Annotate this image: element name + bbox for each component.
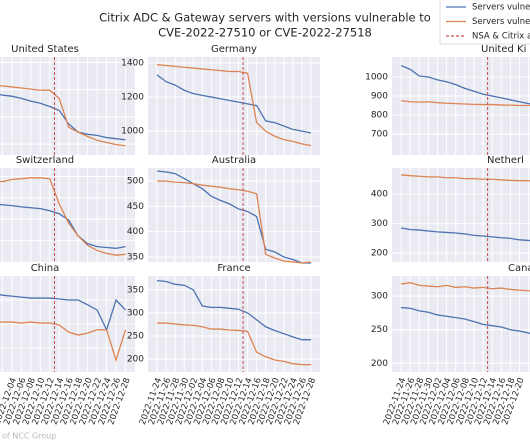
series-line (157, 322, 311, 366)
panel: 350 400 450 500 Australia (127, 155, 320, 264)
panel: 2002503002022-11-242022-11-262022-11-282… (371, 263, 530, 426)
series-line (0, 293, 127, 332)
y-tick-label: 700 (371, 130, 388, 140)
y-tick-label: 300 (371, 219, 388, 229)
panel-title: Cana (508, 263, 530, 274)
panel-title: China (31, 263, 60, 274)
plot-background (392, 276, 530, 372)
figure-title: Citrix ADC & Gateway servers with versio… (99, 11, 431, 25)
series-line (401, 174, 530, 182)
y-tick-label: 800 (371, 111, 388, 121)
panel-title: Germany (211, 44, 257, 55)
plot-background (0, 57, 135, 155)
series-line (0, 203, 126, 249)
series-line (156, 170, 311, 264)
y-tick-label: 450 (127, 202, 144, 212)
y-tick-label: 250 (371, 325, 388, 335)
series-line (401, 100, 530, 107)
panel-title: United Ki (481, 44, 526, 55)
legend-label: NSA & Citrix adv (472, 32, 530, 42)
legend-label: Servers vulnerab (472, 17, 530, 27)
panel: 200 300 400 Netherl (371, 155, 530, 262)
panel: 1000 1200 1400 Germany (121, 44, 320, 155)
series-line (401, 306, 530, 334)
series-line (156, 64, 312, 147)
y-tick-label: 500 (127, 177, 144, 187)
plot-background (392, 168, 530, 262)
panel: 700 800 900 1000 United Ki (365, 44, 530, 155)
panel: United States (0, 44, 135, 155)
y-tick-label: 250 (127, 332, 144, 342)
y-tick-label: 1000 (121, 127, 144, 137)
legend: Servers vulnera Servers vulnerab NSA & Cit… (439, 0, 530, 45)
panel-title: Australia (212, 155, 256, 166)
y-tick-label: 300 (371, 292, 388, 302)
panel-title: United States (11, 44, 79, 55)
y-tick-label: 1200 (121, 93, 144, 103)
y-tick-label: 200 (127, 355, 144, 365)
y-tick-label: 900 (371, 92, 388, 102)
series-line (0, 93, 126, 141)
panel-title: Switzerland (16, 155, 74, 166)
y-tick-label: 200 (371, 249, 388, 259)
y-tick-label: 300 (127, 308, 144, 318)
panel: 2022-12-042022-12-062022-12-082022-12-10… (0, 263, 135, 426)
figure-title: CVE-2022-27510 or CVE-2022-27518 (158, 26, 372, 40)
series-line (401, 227, 530, 242)
series-line (0, 177, 126, 256)
y-tick-label: 1400 (121, 58, 144, 68)
legend-label: Servers vulnera (472, 3, 530, 13)
y-tick-label: 400 (371, 190, 388, 200)
plot-background (148, 57, 320, 155)
plot-background (0, 168, 135, 262)
panel-title: France (217, 263, 250, 274)
y-tick-label: 350 (127, 285, 144, 295)
plot-background (148, 168, 320, 262)
y-tick-label: 350 (127, 252, 144, 262)
y-tick-label: 1000 (365, 72, 388, 82)
panel-title: Netherl (487, 155, 524, 166)
series-line (401, 282, 530, 292)
series-line (157, 180, 312, 264)
y-tick-label: 200 (371, 359, 388, 369)
footer: of NCC Group (2, 432, 56, 441)
y-tick-label: 400 (127, 227, 144, 237)
series-line (400, 64, 530, 105)
series-line (156, 279, 311, 341)
series-line (156, 74, 312, 134)
panel: 2002503003502022-11-242022-11-262022-11-… (127, 263, 320, 426)
series-line (0, 321, 127, 363)
panel: Switzerland (0, 155, 135, 262)
series-line (0, 85, 126, 147)
